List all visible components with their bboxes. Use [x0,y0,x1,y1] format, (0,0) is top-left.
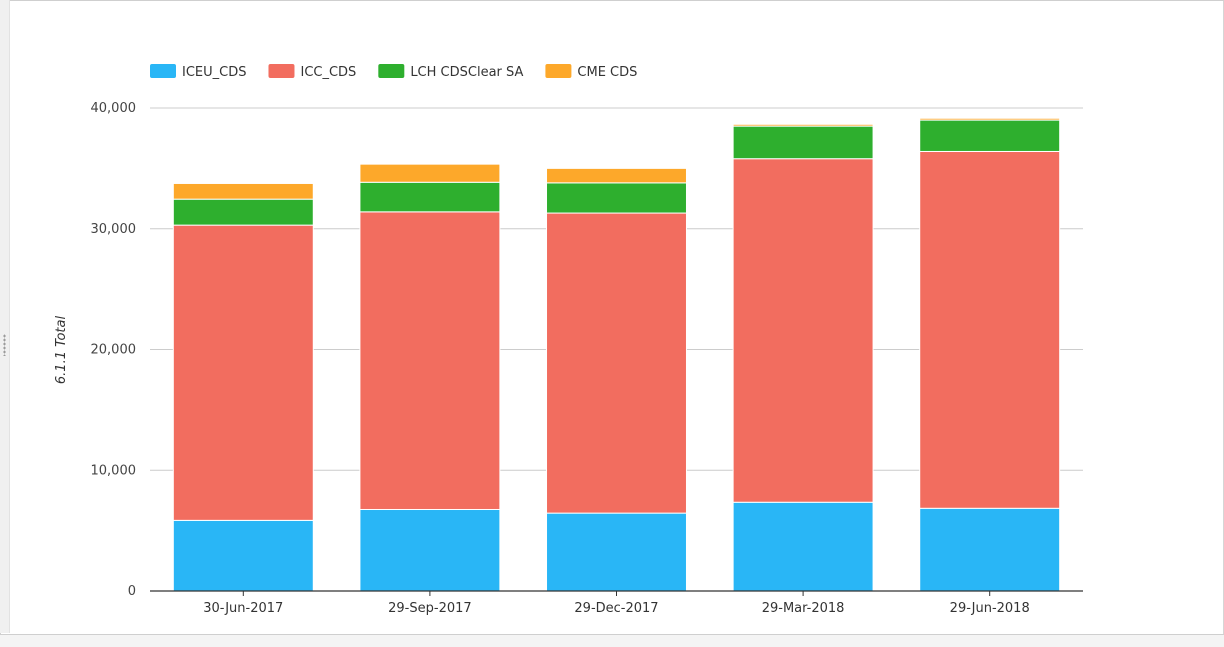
legend-label: LCH CDSClear SA [410,65,523,80]
bar-segment[interactable] [919,507,1061,592]
x-tick-label: 29-Mar-2018 [762,601,845,616]
bar-segment[interactable] [172,182,314,200]
bottom-strip [0,635,1224,647]
y-tick-label: 0 [128,584,136,599]
bar-segment[interactable] [732,158,874,503]
x-tick-label: 30-Jun-2017 [203,601,283,616]
bar-segment[interactable] [172,519,314,592]
x-tick-label: 29-Sep-2017 [388,601,472,616]
axes: 0 10,000 20,000 30,000 40,000 30-Jun-2017 29-S… [91,101,1083,616]
legend-item[interactable]: ICC_CDS [268,64,356,80]
legend-item[interactable]: CME CDS [545,64,637,80]
x-tick-label: 29-Jun-2018 [950,601,1030,616]
bar-segment[interactable] [546,167,687,184]
legend-item[interactable]: LCH CDSClear SA [378,64,524,80]
bar-segment[interactable] [359,181,501,213]
bar-segment[interactable] [919,150,1061,509]
bar-segment[interactable] [359,508,501,592]
legend-item[interactable]: ICEU_CDS [150,64,246,80]
bar-segment[interactable] [732,501,874,592]
legend: ICEU_CDS ICC_CDS LCH CDSClear SA CME CDS [150,64,637,80]
legend-label: CME CDS [577,65,637,80]
legend-swatch [545,64,572,78]
legend-swatch [268,64,295,78]
y-axis-title: 6.1.1 Total [54,316,69,385]
legend-label: ICC_CDS [300,65,356,80]
y-tick-label: 40,000 [91,101,137,116]
bar-segment[interactable] [359,163,501,183]
legend-swatch [378,64,405,78]
bar-segment[interactable] [546,182,687,214]
bar-segment[interactable] [919,117,1061,121]
resize-grip-icon[interactable] [3,334,6,356]
legend-label: ICEU_CDS [182,65,246,80]
bar-segment[interactable] [546,212,687,514]
x-tick-label: 29-Dec-2017 [574,601,658,616]
bar-segment[interactable] [172,224,314,521]
bar-segment[interactable] [172,198,314,226]
legend-swatch [150,64,176,78]
bar-segment[interactable] [732,125,874,160]
bar-segment[interactable] [919,119,1061,152]
y-tick-label: 20,000 [91,343,137,358]
bars [172,117,1061,592]
bar-segment[interactable] [359,211,501,510]
bar-segment[interactable] [732,123,874,127]
y-tick-label: 10,000 [91,463,137,478]
bar-segment[interactable] [546,512,687,592]
panel-resize-rail[interactable] [0,0,10,633]
y-tick-label: 30,000 [91,222,137,237]
